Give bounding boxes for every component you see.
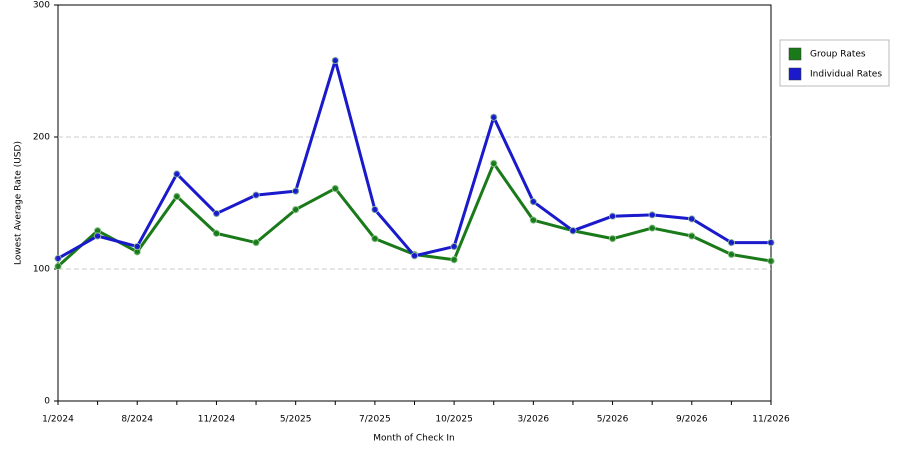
data-point <box>94 232 102 240</box>
data-point <box>688 215 696 223</box>
data-point <box>648 211 656 219</box>
x-axis-label: Month of Check In <box>373 434 455 444</box>
legend-label: Individual Rates <box>810 70 882 80</box>
data-point <box>371 206 379 214</box>
data-point <box>212 209 221 218</box>
series-line <box>57 58 771 260</box>
data-point <box>767 239 775 247</box>
y-tick-label: 200 <box>33 133 50 143</box>
data-point <box>173 192 181 200</box>
data-point <box>450 256 458 264</box>
data-point <box>727 239 735 247</box>
data-point <box>173 170 181 178</box>
y-axis-label: Lowest Average Rate (USD) <box>14 141 24 265</box>
x-tick-label: 8/2024 <box>121 415 153 425</box>
data-point <box>410 252 419 260</box>
x-tick-label: 5/2026 <box>597 415 629 425</box>
data-point <box>133 242 141 251</box>
data-point <box>371 235 379 243</box>
data-point <box>608 212 617 220</box>
data-point <box>569 227 577 235</box>
y-tick-label: 300 <box>33 1 50 11</box>
legend-label: Group Rates <box>810 50 866 60</box>
data-point <box>450 242 458 251</box>
plot-frame <box>57 4 772 402</box>
data-point <box>688 232 696 240</box>
data-point <box>252 239 260 247</box>
data-point <box>529 216 537 224</box>
data-point <box>331 184 339 193</box>
data-point <box>212 229 221 237</box>
data-point <box>331 56 339 65</box>
data-point <box>292 187 300 195</box>
data-point <box>54 262 62 270</box>
x-tick-label: 5/2025 <box>280 415 312 425</box>
legend-swatch <box>788 67 802 81</box>
data-point <box>648 224 656 232</box>
data-point <box>490 159 498 167</box>
legend-swatch <box>788 47 802 61</box>
x-tick-label: 11/2024 <box>198 415 236 425</box>
data-point <box>252 191 260 199</box>
data-point <box>727 250 735 259</box>
data-point <box>490 113 498 121</box>
x-tick-label: 11/2026 <box>752 415 790 425</box>
x-tick-label: 10/2025 <box>435 415 472 425</box>
data-point <box>54 254 62 263</box>
data-point <box>529 198 537 206</box>
data-point <box>608 235 617 243</box>
x-tick-label: 9/2026 <box>676 415 708 425</box>
data-point <box>767 257 775 265</box>
x-tick-label: 1/2024 <box>42 415 74 425</box>
y-tick-label: 100 <box>33 265 50 275</box>
x-tick-label: 3/2026 <box>517 415 549 425</box>
data-point <box>292 206 300 214</box>
y-tick-label: 0 <box>44 397 50 407</box>
x-tick-label: 7/2025 <box>359 415 391 425</box>
